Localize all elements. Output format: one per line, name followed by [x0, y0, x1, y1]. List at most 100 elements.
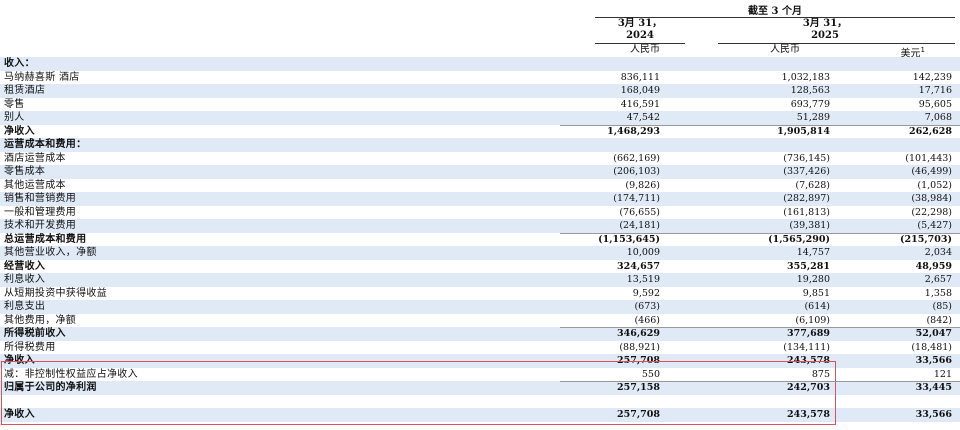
value-2025-rmb: 19,280 [796, 274, 830, 285]
row-label: 别人 [4, 112, 25, 123]
value-2024-rmb: 550 [641, 368, 660, 380]
value-2024-rmb: 1,468,293 [607, 125, 660, 137]
table-row: 所得税费用 (88,921) (134,111) (18,481) [0, 341, 960, 355]
value-2025-usd: 95,605 [918, 98, 952, 110]
row-label: 运营成本和费用： [4, 139, 87, 150]
value-2025-rmb: (39,381) [789, 220, 830, 231]
row-label: 利息支出 [4, 301, 46, 312]
value-2024-rmb: 257,708 [617, 409, 660, 420]
row-label: 一般和管理费用 [4, 206, 77, 218]
table-row: 零售 416,591 693,779 95,605 [0, 98, 960, 112]
value-2025-rmb: (282,897) [783, 193, 830, 204]
value-2024-rmb: (1,153,645) [598, 233, 660, 245]
value-2025-usd: 7,068 [924, 112, 952, 123]
value-2025-usd: 1,358 [924, 287, 952, 299]
period-header-row: 截至 3 个月 [0, 6, 960, 18]
row-label: 销售和营销费用 [4, 193, 77, 204]
table-row: 收入： [0, 57, 960, 71]
table-row: 其他费用，净额 (466) (6,109) (842) [0, 314, 960, 328]
col1-date: 3月 31， [617, 18, 663, 29]
row-label: 马纳赫喜斯 酒店 [4, 71, 80, 83]
table-row: 零售成本 (206,103) (337,426) (46,499) [0, 165, 960, 179]
value-2024-rmb: (206,103) [613, 166, 660, 177]
table-row: 运营成本和费用： [0, 138, 960, 152]
row-label: 技术和开发费用 [4, 220, 77, 231]
table-row: 归属于公司的净利润 257,158 242,703 33,445 [0, 381, 960, 395]
value-2025-rmb: 1,905,814 [777, 125, 830, 137]
subtotal-rule [560, 381, 960, 382]
table-row: 从短期投资中获得收益 9,592 9,851 1,358 [0, 287, 960, 301]
table-row: 利息支出 (673) (614) (85) [0, 300, 960, 314]
col2-currency: 人民币 [770, 44, 800, 55]
col1-year: 2024 [626, 30, 654, 41]
value-2025-usd: 262,628 [909, 125, 952, 137]
subtotal-rule [560, 124, 960, 126]
date-header-row: 3月 31， 2024 3月 31， 2025 [0, 18, 960, 42]
table-row [0, 395, 960, 409]
value-2024-rmb: (88,921) [619, 341, 660, 353]
value-2024-rmb: 346,629 [617, 328, 660, 339]
value-2025-rmb: 693,779 [790, 98, 830, 110]
col2-rule [718, 43, 955, 44]
row-label: 净收入 [4, 409, 35, 420]
row-label: 其他费用，净额 [4, 314, 77, 326]
table-row: 净收入 257,708 243,578 33,566 [0, 408, 960, 422]
value-2024-rmb: 168,049 [620, 85, 660, 96]
table-row: 总运营成本和费用 (1,153,645) (1,565,290) (215,703) [0, 233, 960, 247]
table-row: 其他营业收入，净额 10,009 14,757 2,034 [0, 246, 960, 260]
col3-currency-note: 1 [920, 46, 925, 54]
table-row: 所得税前收入 346,629 377,689 52,047 [0, 327, 960, 341]
value-2025-rmb: 1,032,183 [781, 71, 830, 83]
value-2024-rmb: 10,009 [626, 247, 660, 258]
col3-currency: 美元1 [901, 44, 925, 60]
value-2024-rmb: (466) [634, 314, 660, 326]
income-statement-table: 收入： 马纳赫喜斯 酒店 836,111 1,032,183 142,239 租赁酒店 16… [0, 57, 960, 422]
row-label: 经营收入 [4, 260, 46, 272]
col3-currency-label: 美元 [900, 48, 921, 60]
value-2025-usd: 121 [933, 368, 952, 380]
value-2024-rmb: 324,657 [617, 260, 660, 272]
value-2025-usd: 33,566 [915, 409, 952, 420]
table-row: 销售和营销费用 (174,711) (282,897) (38,984) [0, 192, 960, 206]
value-2025-rmb: (1,565,290) [768, 233, 830, 245]
currency-header-row: 人民币 人民币 美元1 [0, 44, 960, 59]
value-2024-rmb: (9,826) [625, 179, 660, 191]
row-label: 净收入 [4, 125, 35, 137]
value-2025-usd: 2,657 [924, 274, 952, 285]
table-row: 净收入 1,468,293 1,905,814 262,628 [0, 125, 960, 139]
value-2025-usd: 2,034 [924, 247, 952, 258]
value-2025-rmb: 243,578 [787, 409, 830, 420]
row-label: 总运营成本和费用 [4, 233, 87, 245]
table-row: 马纳赫喜斯 酒店 836,111 1,032,183 142,239 [0, 71, 960, 85]
row-label: 其他运营成本 [4, 179, 66, 191]
value-2025-usd: (22,298) [911, 206, 952, 218]
table-row: 一般和管理费用 (76,655) (161,813) (22,298) [0, 206, 960, 220]
col1-currency: 人民币 [630, 44, 660, 55]
period-label: 截至 3 个月 [748, 6, 802, 17]
row-label: 其他营业收入，净额 [4, 247, 97, 258]
table-row: 租赁酒店 168,049 128,563 17,716 [0, 84, 960, 98]
value-2025-rmb: 51,289 [796, 112, 830, 123]
value-2025-rmb: 242,703 [787, 382, 830, 393]
value-2024-rmb: 416,591 [620, 98, 660, 110]
row-label: 租赁酒店 [4, 85, 46, 96]
value-2025-usd: (46,499) [911, 166, 952, 177]
value-2024-rmb: (24,181) [619, 220, 660, 231]
row-label: 所得税费用 [4, 341, 56, 353]
value-2025-rmb: 355,281 [787, 260, 830, 272]
value-2025-usd: (1,052) [917, 179, 952, 191]
value-2025-rmb: (337,426) [783, 166, 830, 177]
value-2024-rmb: 836,111 [620, 71, 660, 83]
col2-date: 3月 31， [802, 18, 848, 29]
value-2025-rmb: 377,689 [787, 328, 830, 339]
row-label: 所得税前收入 [4, 328, 66, 339]
table-row: 酒店运营成本 (662,169) (736,145) (101,443) [0, 152, 960, 166]
value-2025-rmb: 128,563 [790, 85, 830, 96]
table-row: 技术和开发费用 (24,181) (39,381) (5,427) [0, 219, 960, 233]
value-2024-rmb: 257,708 [617, 355, 660, 366]
table-row: 利息收入 13,519 19,280 2,657 [0, 273, 960, 287]
row-label: 零售成本 [4, 166, 46, 177]
value-2025-usd: (5,427) [917, 220, 952, 231]
value-2024-rmb: (174,711) [613, 193, 660, 204]
value-2025-usd: (18,481) [911, 341, 952, 353]
